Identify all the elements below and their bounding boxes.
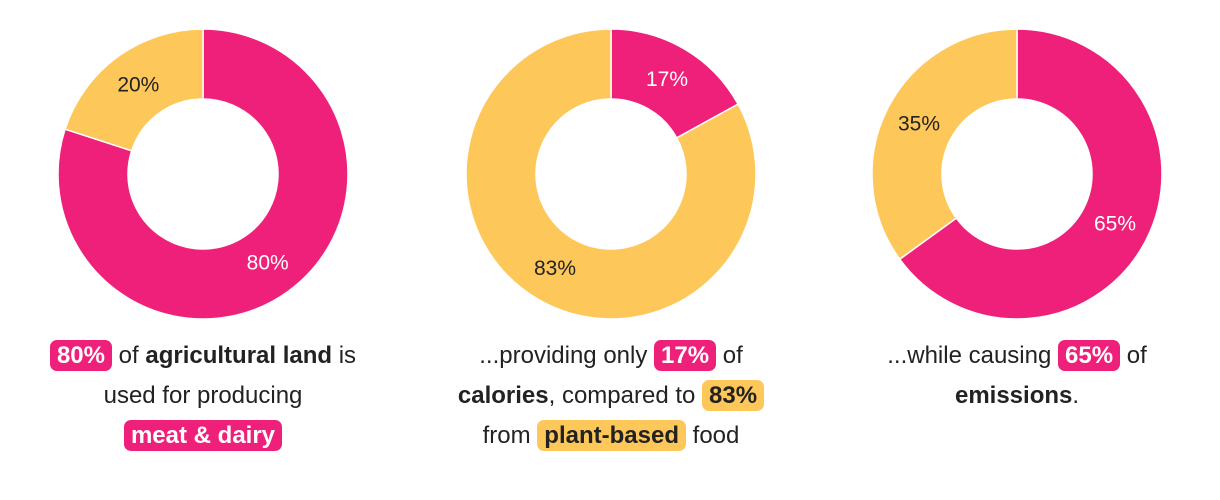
highlight-plant-based: plant-based <box>537 420 686 451</box>
caption-emissions: ...while causing 65% of emissions. <box>887 340 1147 409</box>
caption-land: 80% of agricultural land is used for pro… <box>0 336 406 456</box>
slice-label-17-percent: 17% <box>646 68 688 91</box>
slice-label-20-percent: 20% <box>117 74 159 97</box>
bold-agricultural-land: agricultural land <box>145 342 333 369</box>
chart-panel-calories: 17% 83% ...providing only 17% of calories… <box>408 0 814 500</box>
donut-chart-land: 80% 20% <box>57 28 349 320</box>
donut-chart-emissions: 65% 35% <box>871 28 1163 320</box>
pie-slice-65-percent <box>898 28 1163 320</box>
slice-label-80-percent: 80% <box>247 251 289 274</box>
pie-slice-20-percent <box>64 28 204 152</box>
highlight-65: 65% <box>1058 340 1121 371</box>
pie-slice-35-percent <box>871 28 1018 261</box>
highlight-17: 17% <box>654 340 717 371</box>
bold-calories: calories <box>457 382 549 409</box>
slice-label-83-percent: 83% <box>534 257 576 280</box>
pie-slice-80-percent <box>57 28 349 320</box>
highlight-meat-dairy: meat & dairy <box>123 420 283 451</box>
chart-panel-emissions: 65% 35% ...while causing 65% of emissions… <box>814 0 1220 500</box>
donut-chart-calories: 17% 83% <box>465 28 757 320</box>
caption-calories: ...providing only 17% of calories, compa… <box>408 336 814 456</box>
slice-label-35-percent: 35% <box>898 113 940 136</box>
pie-slice-83-percent <box>465 28 757 320</box>
bold-emissions: emissions <box>954 382 1073 409</box>
slice-label-65-percent: 65% <box>1094 212 1136 235</box>
chart-panel-land: 80% 20% 80% of agricultural land is used … <box>0 0 406 500</box>
highlight-83: 83% <box>702 380 765 411</box>
highlight-80: 80% <box>49 340 112 371</box>
